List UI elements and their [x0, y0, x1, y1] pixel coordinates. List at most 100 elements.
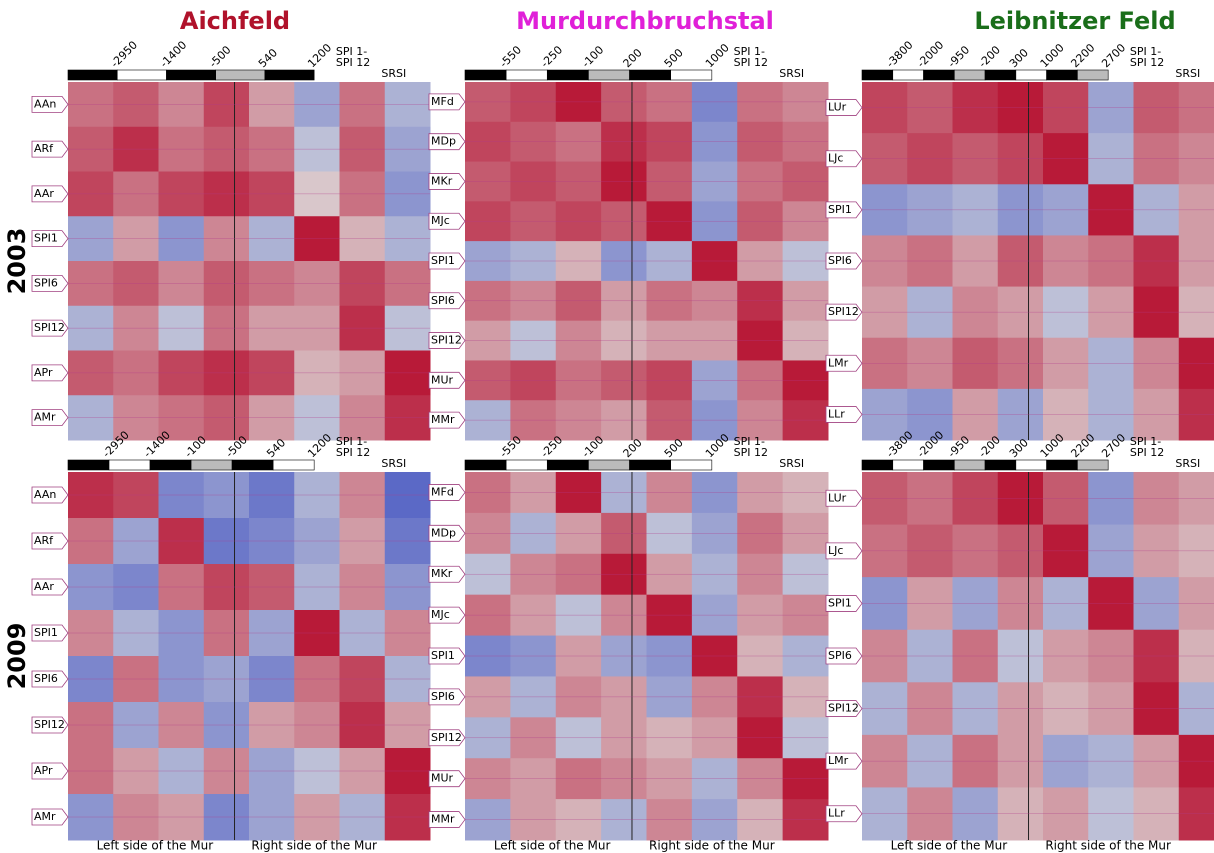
row-label-box: [428, 484, 466, 501]
srsi-label: SRSI: [381, 457, 406, 470]
srsi-label: SRSI: [1175, 67, 1200, 80]
row-label-box: [428, 252, 466, 270]
column-title: Aichfeld: [180, 7, 290, 35]
heatmap-cell: [601, 594, 647, 637]
row-label-box: [428, 133, 466, 151]
row-label: LUr: [828, 491, 847, 504]
row-label: LMr: [828, 356, 849, 369]
row-label: MKr: [431, 567, 453, 580]
heatmap-cell: [601, 512, 647, 555]
heatmap-cell: [1133, 286, 1180, 339]
heatmap: [68, 82, 431, 441]
heatmap-cell: [862, 286, 908, 339]
heatmap-cell: [952, 286, 999, 339]
row-label-box: [31, 409, 69, 427]
row-label: MFd: [431, 95, 454, 108]
row-label-box: [31, 532, 69, 550]
row-label-box: [428, 688, 466, 706]
srsi-label: SRSI: [1175, 457, 1200, 470]
elevation-bar: [670, 459, 713, 471]
row-label: SPI6: [34, 672, 58, 685]
elevation-bar: [923, 69, 955, 81]
row-label-box: [31, 230, 69, 248]
row-label-box: [428, 606, 466, 624]
row-label: SPI6: [34, 276, 58, 289]
row-label: LJc: [828, 152, 843, 165]
top-tick-label: -100: [579, 43, 606, 70]
footer-label: Left side of the Mur: [494, 839, 611, 853]
top-tick-label: 1000: [703, 41, 732, 70]
row-label-box: [31, 185, 69, 203]
row-label: SPI6: [431, 294, 455, 307]
spi-label: SPI 12: [336, 56, 370, 69]
row-label-box: [31, 364, 69, 382]
heatmap-cell: [1088, 286, 1134, 339]
heatmap-cell: [691, 512, 738, 555]
elevation-bar: [892, 69, 924, 81]
row-label: AMr: [34, 411, 56, 424]
top-tick-label: 540: [256, 46, 280, 70]
row-label: MJc: [431, 608, 450, 621]
elevation-bar: [1077, 69, 1109, 81]
row-label-box: [31, 274, 69, 292]
row-label-box: [428, 332, 466, 349]
row-label: MUr: [431, 373, 454, 386]
elevation-bar: [464, 69, 507, 81]
row-label-box: [31, 578, 69, 596]
row-label-box: [825, 595, 863, 612]
row-label-box: [31, 670, 69, 688]
heatmap-cell: [510, 512, 557, 555]
top-tick-label: -550: [497, 43, 524, 70]
row-label: MKr: [431, 174, 453, 187]
row-label-box: [428, 770, 466, 788]
elevation-bar: [1015, 459, 1047, 471]
row-label: APr: [34, 764, 53, 777]
row-label: SPI12: [828, 305, 859, 318]
elevation-bar: [588, 69, 630, 81]
row-label-box: [428, 647, 466, 665]
elevation-bar: [1046, 459, 1078, 471]
row-label: AAr: [34, 187, 54, 200]
row-label-box: [31, 808, 69, 826]
heatmap-cell: [601, 161, 647, 202]
top-tick-label: 500: [662, 46, 686, 70]
heatmap-cell: [907, 286, 953, 339]
top-tick-label: -1400: [158, 38, 190, 70]
elevation-bar: [190, 459, 233, 471]
spi-label: SPI 1-: [1130, 45, 1161, 58]
elevation-bar: [1077, 459, 1109, 471]
row-label-box: [825, 150, 863, 168]
heatmap-cell: [782, 512, 829, 555]
row-label: MJc: [431, 214, 450, 227]
top-tick-label: 1000: [1038, 41, 1067, 70]
row-label-box: [825, 354, 863, 372]
heatmap-cell: [555, 512, 602, 555]
footer-label: Right side of the Mur: [1045, 839, 1171, 853]
elevation-bar: [231, 459, 274, 471]
row-label: LJc: [828, 544, 843, 557]
top-tick-label: -250: [538, 43, 565, 70]
spi-label: SPI 1-: [336, 435, 367, 448]
heatmap-cell: [1043, 286, 1089, 339]
top-tick-label: 2200: [1068, 41, 1097, 70]
row-label-box: [825, 647, 863, 665]
row-label: SPI12: [431, 731, 462, 744]
row-label: SPI1: [828, 596, 852, 609]
row-label-box: [825, 489, 863, 507]
elevation-bar: [861, 459, 894, 471]
top-tick-label: -2950: [108, 38, 140, 70]
row-label: SPI6: [828, 254, 852, 267]
elevation-bar: [954, 69, 986, 81]
heatmap-cell: [862, 388, 908, 441]
row-label: LLr: [828, 407, 845, 420]
row-label: MFd: [431, 485, 454, 498]
elevation-bar: [984, 459, 1017, 471]
row-label: MDp: [431, 526, 456, 539]
row-label: AMr: [34, 810, 56, 823]
elevation-bar: [116, 69, 167, 81]
heatmap-cell: [737, 161, 784, 202]
elevation-bar: [67, 459, 110, 471]
spi-label: SPI 1-: [1130, 435, 1161, 448]
row-label-box: [825, 201, 863, 219]
heatmap-cell: [510, 594, 557, 637]
